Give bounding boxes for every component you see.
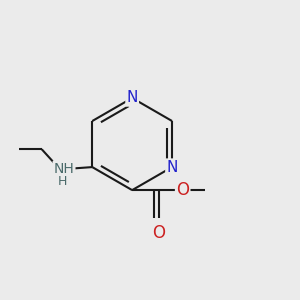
Text: H: H (58, 176, 67, 188)
Text: N: N (127, 91, 138, 106)
Text: O: O (176, 181, 189, 199)
Text: NH: NH (54, 162, 74, 176)
Text: N: N (167, 160, 178, 175)
Text: O: O (152, 224, 165, 242)
